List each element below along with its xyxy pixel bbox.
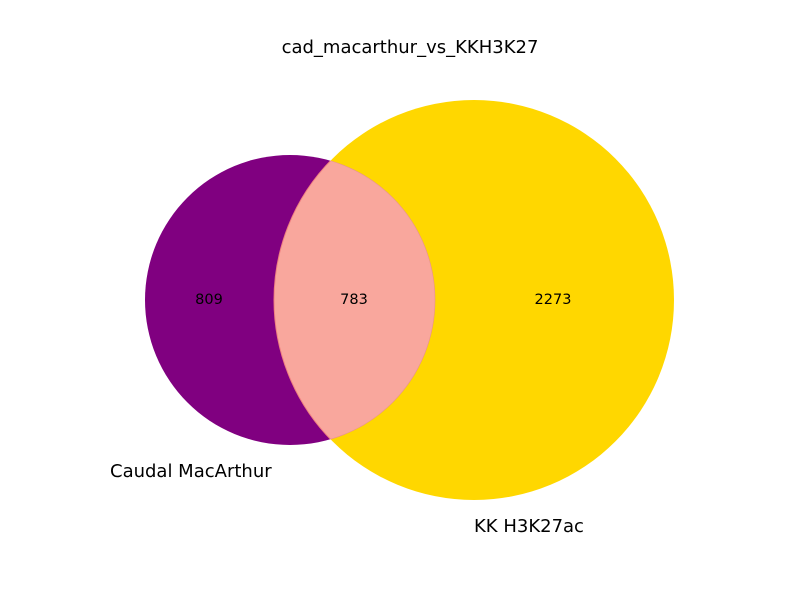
- intersection-region: [274, 155, 435, 445]
- chart-title: cad_macarthur_vs_KKH3K27: [282, 37, 539, 58]
- count-only-b: 2273: [535, 292, 572, 308]
- set-b-label: KK H3K27ac: [474, 516, 584, 537]
- count-intersection: 783: [340, 292, 368, 308]
- intersection-outline-b: [273, 155, 435, 445]
- count-only-a: 809: [195, 292, 223, 308]
- set-a-label: Caudal MacArthur: [110, 461, 272, 482]
